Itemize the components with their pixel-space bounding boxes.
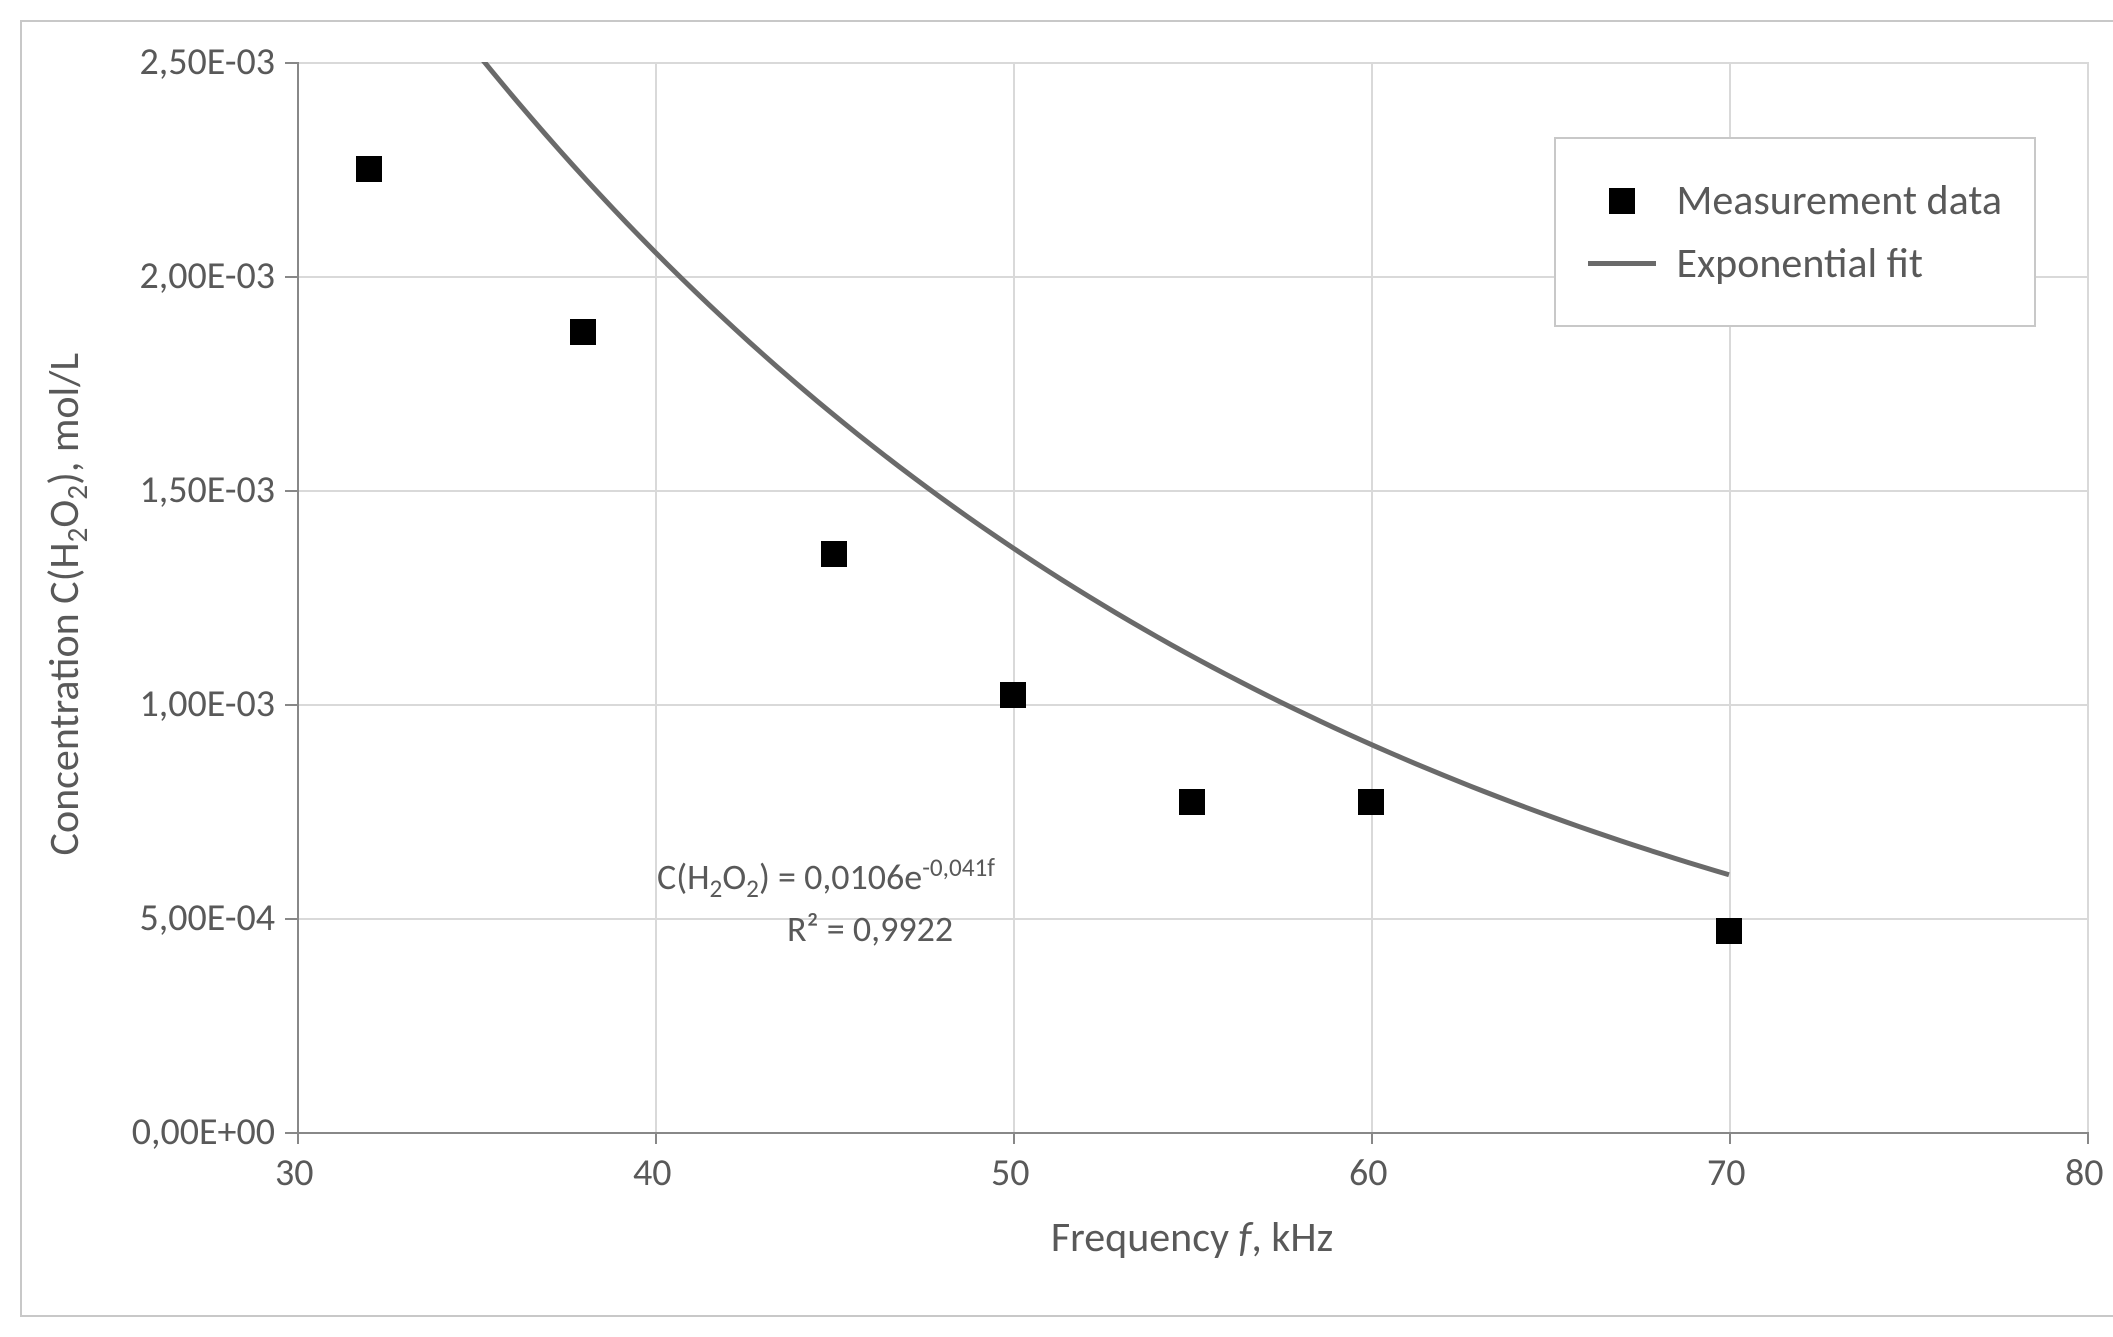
grid-line-horizontal (297, 62, 2087, 64)
x-tick-label: 60 (1349, 1150, 1388, 1196)
y-tick (285, 276, 297, 278)
x-tick-label: 80 (2065, 1150, 2104, 1196)
y-tick (285, 62, 297, 64)
grid-line-vertical (655, 62, 657, 1132)
grid-line-vertical (1371, 62, 1373, 1132)
y-tick-label: 2,50E-03 (140, 39, 275, 85)
chart-container: 0,00E+00 5,00E-04 1,00E-03 1,50E-03 2,00E-03… (20, 20, 2113, 1317)
legend: Measurement data Exponential fit (1554, 137, 2036, 327)
data-point (1179, 789, 1205, 815)
grid-line-horizontal (297, 704, 2087, 706)
square-marker-icon (1609, 188, 1635, 214)
grid-line-horizontal (297, 490, 2087, 492)
y-axis-label: Concentration C(H2O2), mol/L (39, 69, 95, 1139)
legend-label-measurement: Measurement data (1676, 175, 2002, 226)
grid-line-horizontal (297, 918, 2087, 920)
y-tick (285, 1132, 297, 1134)
x-tick (2087, 1132, 2089, 1144)
data-point (570, 319, 596, 345)
x-tick-label: 40 (633, 1150, 672, 1196)
fit-r-squared: R² = 0,9922 (787, 907, 953, 951)
y-tick-label: 1,50E-03 (140, 467, 275, 513)
x-axis-label: Frequency f, kHz (297, 1212, 2087, 1263)
grid-line-vertical (2087, 62, 2089, 1132)
data-point (356, 156, 382, 182)
y-tick-label: 0,00E+00 (132, 1109, 275, 1155)
x-tick-label: 30 (275, 1150, 314, 1196)
y-tick (285, 918, 297, 920)
fit-equation: C(H2O2) = 0,0106e-0,041f (657, 852, 995, 904)
data-point (1000, 682, 1026, 708)
y-tick-label: 1,00E-03 (140, 681, 275, 727)
data-point (1716, 918, 1742, 944)
x-axis-line (297, 1132, 2087, 1134)
grid-line-vertical (1013, 62, 1015, 1132)
y-tick-label: 2,00E-03 (140, 253, 275, 299)
legend-item-measurement: Measurement data (1588, 175, 2002, 226)
y-tick-label: 5,00E-04 (140, 895, 275, 941)
y-tick (285, 490, 297, 492)
legend-item-fit: Exponential fit (1588, 238, 2002, 289)
x-tick-label: 50 (991, 1150, 1030, 1196)
legend-label-fit: Exponential fit (1676, 238, 1923, 289)
line-icon (1588, 261, 1656, 266)
y-axis-line (297, 62, 299, 1132)
data-point (1358, 789, 1384, 815)
y-tick (285, 704, 297, 706)
x-tick-label: 70 (1707, 1150, 1746, 1196)
data-point (821, 541, 847, 567)
